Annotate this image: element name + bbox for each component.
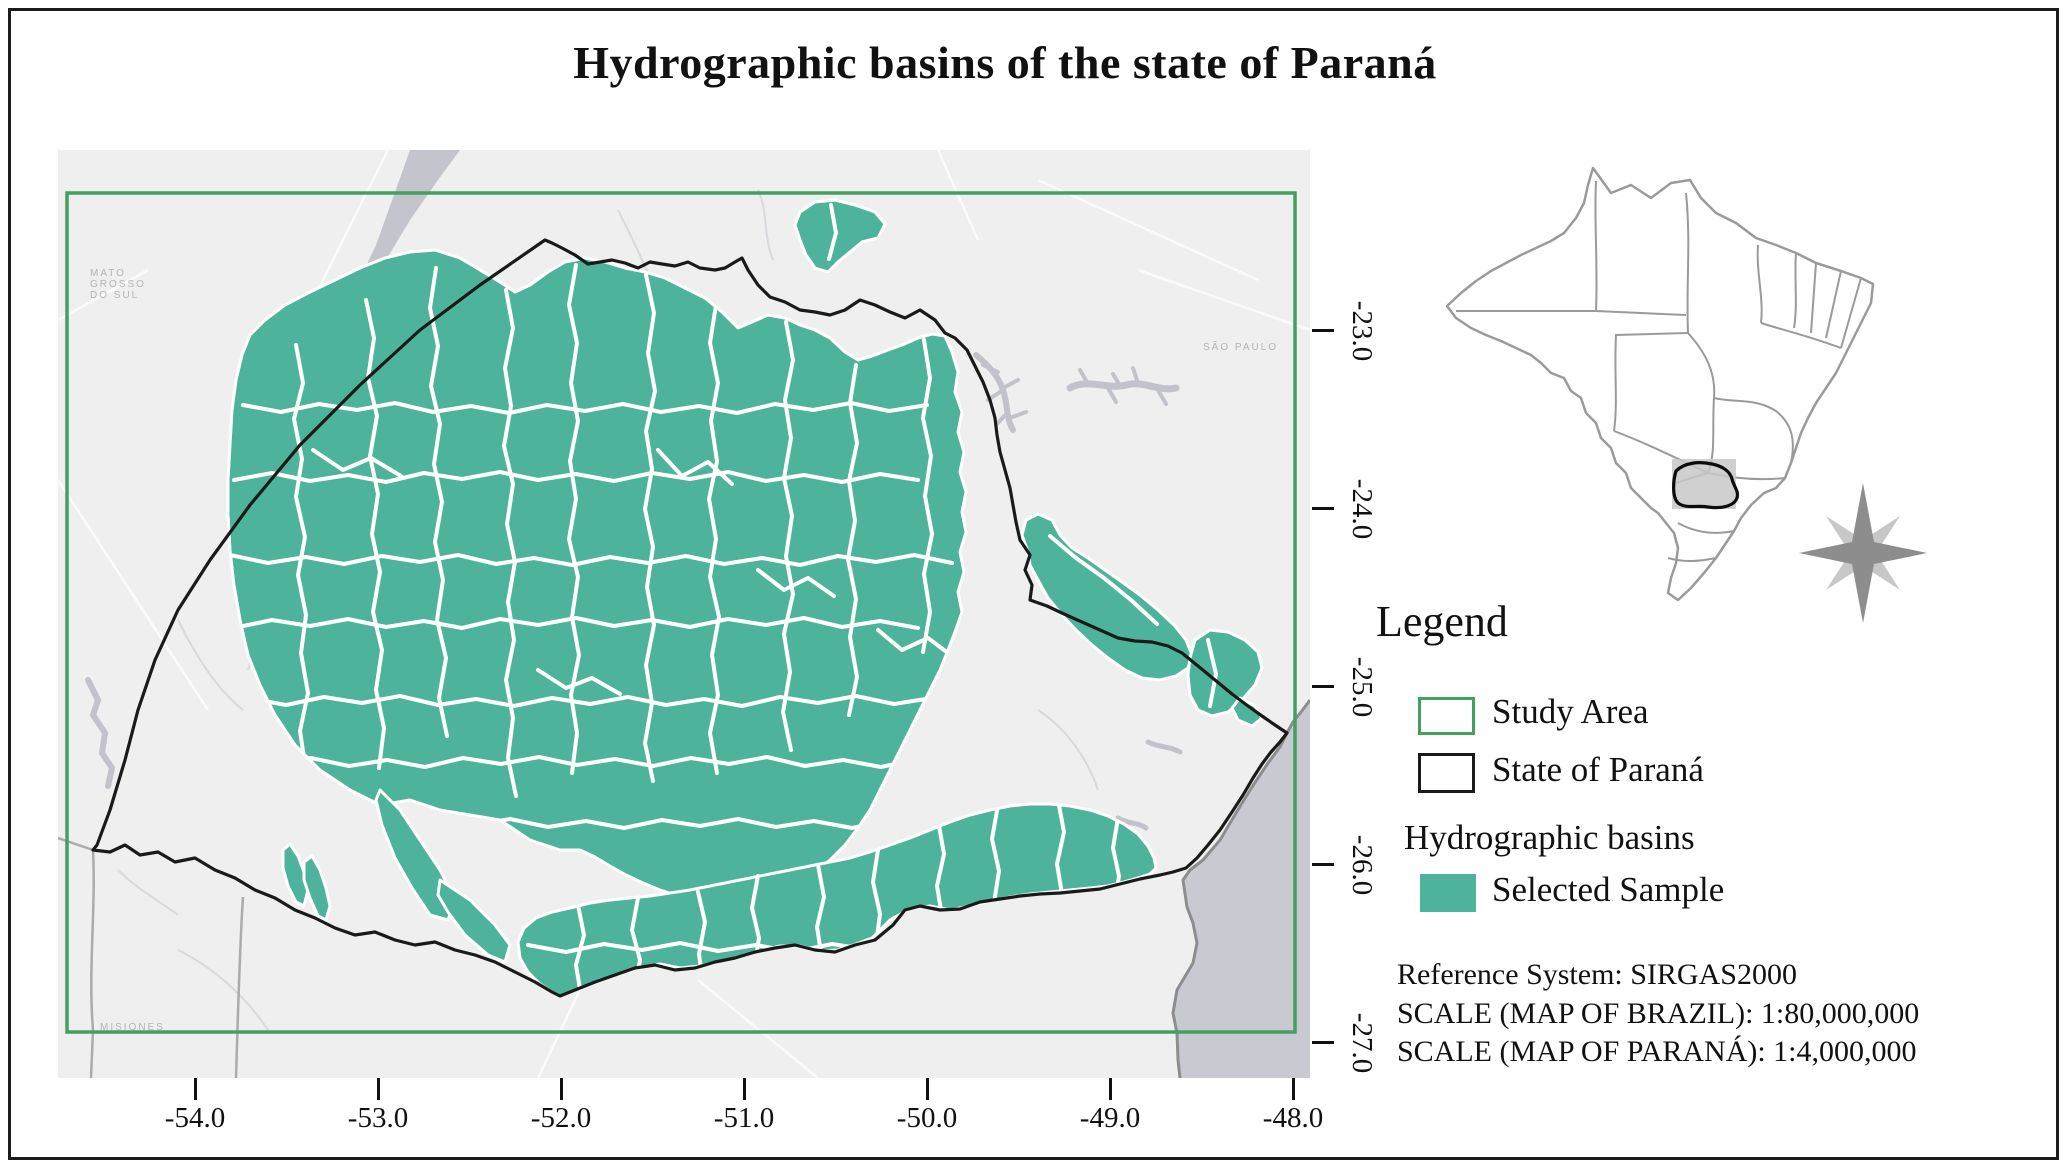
x-tick-label: -52.0 <box>530 1102 592 1134</box>
brazil-state-lines <box>1456 180 1862 562</box>
compass-cardinal-points <box>1799 483 1927 623</box>
x-tick-label: -50.0 <box>896 1102 958 1134</box>
y-tick-label: -24.0 <box>1346 478 1378 540</box>
y-tick-label: -27.0 <box>1346 1012 1378 1074</box>
x-tick <box>1109 1078 1112 1100</box>
x-tick <box>194 1078 197 1100</box>
brazil-outline <box>1445 166 1875 602</box>
parana-inset-outline <box>1672 461 1740 510</box>
x-tick <box>926 1078 929 1100</box>
y-tick-label: -23.0 <box>1346 300 1378 362</box>
parana-map-canvas <box>58 150 1310 1078</box>
label-mato-grosso-do-sul: MATO GROSSO DO SUL <box>90 268 146 301</box>
state-border <box>91 238 1289 998</box>
brazil-inset-map <box>1445 163 1876 608</box>
reference-notes: Reference System: SIRGAS2000 SCALE (MAP … <box>1397 956 1919 1072</box>
compass-rose-icon <box>1793 478 1933 633</box>
y-tick-label: -25.0 <box>1346 656 1378 718</box>
y-tick <box>1312 329 1334 332</box>
y-tick <box>1312 507 1334 510</box>
legend-label-state-of-parana: State of Paraná <box>1492 750 1704 789</box>
legend-subheading-hydrographic-basins: Hydrographic basins <box>1404 818 1695 857</box>
reservoirs <box>85 150 1183 831</box>
parana-map: MATO GROSSO DO SUL SÃO PAULO MISIONES <box>58 150 1310 1078</box>
x-tick-label: -49.0 <box>1079 1102 1141 1134</box>
x-tick-label: -48.0 <box>1262 1102 1324 1134</box>
legend-heading: Legend <box>1376 597 1508 646</box>
study-area-swatch <box>1418 697 1475 735</box>
study-area-rectangle <box>65 191 1297 1034</box>
reference-system-line: Reference System: SIRGAS2000 <box>1397 958 1797 991</box>
label-sao-paulo: SÃO PAULO <box>1203 342 1279 353</box>
x-tick <box>377 1078 380 1100</box>
y-tick <box>1312 1041 1334 1044</box>
x-tick <box>743 1078 746 1100</box>
neighbour-borders <box>58 836 245 1078</box>
state-of-parana-swatch <box>1418 753 1475 793</box>
scale-brazil-line: SCALE (MAP OF BRAZIL): 1:80,000,000 <box>1397 996 1920 1030</box>
y-tick <box>1312 863 1334 866</box>
x-tick-label: -53.0 <box>347 1102 409 1134</box>
x-tick <box>560 1078 563 1100</box>
selected-sample-swatch <box>1420 874 1476 912</box>
x-tick-label: -54.0 <box>164 1102 226 1134</box>
ocean <box>1173 700 1310 1078</box>
legend-label-selected-sample: Selected Sample <box>1492 870 1725 909</box>
y-tick <box>1312 685 1334 688</box>
x-tick-label: -51.0 <box>713 1102 775 1134</box>
label-misiones: MISIONES <box>100 1022 165 1033</box>
legend-label-study-area: Study Area <box>1492 692 1649 731</box>
scale-parana-line: SCALE (MAP OF PARANÁ): 1:4,000,000 <box>1397 1035 1917 1068</box>
y-tick-label: -26.0 <box>1346 834 1378 896</box>
x-tick <box>1292 1078 1295 1100</box>
figure-title: Hydrographic basins of the state of Para… <box>573 37 1437 88</box>
outer-frame <box>8 8 2059 1160</box>
